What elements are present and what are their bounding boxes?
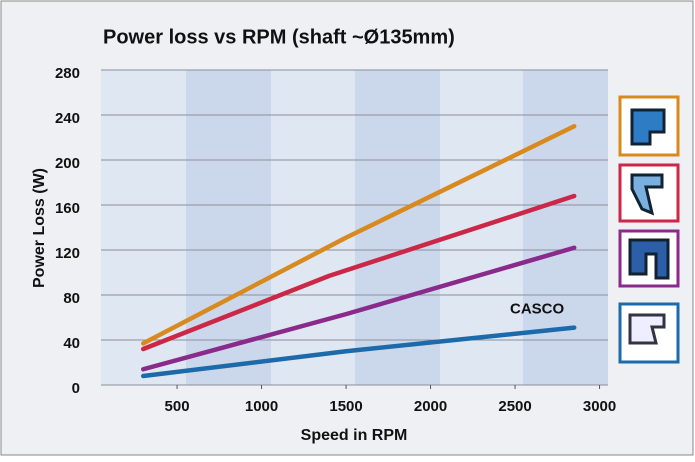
y-tick-label: 120 xyxy=(55,245,80,262)
y-tick-label: 240 xyxy=(55,110,80,127)
y-tick-label: 200 xyxy=(55,155,80,172)
y-tick-label: 80 xyxy=(63,290,80,307)
x-tick-label: 500 xyxy=(165,398,190,415)
y-axis-title: Power Loss (W) xyxy=(31,168,48,288)
x-tick-label: 2000 xyxy=(414,398,447,415)
chart-title: Power loss vs RPM (shaft ~Ø135mm) xyxy=(103,26,455,48)
x-axis-title: Speed in RPM xyxy=(301,427,408,444)
legend-icons xyxy=(620,97,678,362)
y-tick-label: 0 xyxy=(72,380,80,397)
x-tick-label: 2500 xyxy=(498,398,531,415)
band xyxy=(523,70,608,385)
x-tick-label: 1000 xyxy=(245,398,278,415)
x-tick-label: 3000 xyxy=(583,398,616,415)
y-tick-label: 40 xyxy=(63,335,80,352)
series-label: CASCO xyxy=(510,301,565,318)
y-tick-label: 160 xyxy=(55,200,80,217)
x-tick-label: 1500 xyxy=(329,398,362,415)
chart: Power loss vs RPM (shaft ~Ø135mm) Speed … xyxy=(0,0,695,457)
y-tick-label: 280 xyxy=(55,65,80,82)
